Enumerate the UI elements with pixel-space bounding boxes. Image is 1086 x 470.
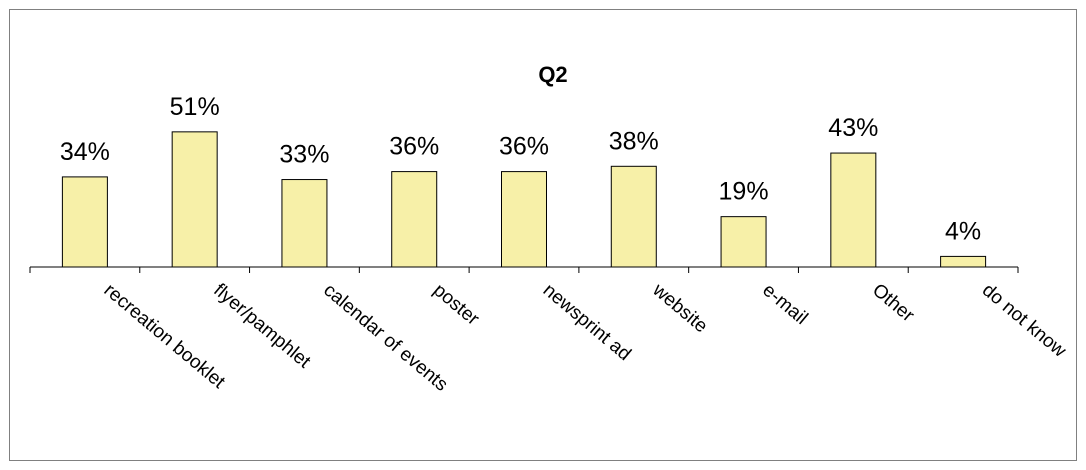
- bar: [62, 177, 107, 267]
- bar: [941, 256, 986, 267]
- x-tick-label: e-mail: [758, 280, 811, 329]
- x-tick-label: website: [648, 279, 712, 337]
- x-tick-label: Other: [868, 280, 918, 327]
- bar: [721, 217, 766, 267]
- bar: [502, 172, 547, 267]
- bar: [392, 172, 437, 267]
- x-tick-label: flyer/pamphlet: [209, 280, 314, 373]
- data-label: 33%: [279, 141, 329, 169]
- data-label: 36%: [499, 133, 549, 161]
- bar: [831, 153, 876, 267]
- x-tick-label: newsprint ad: [539, 280, 635, 365]
- bar: [172, 132, 217, 267]
- bar: [611, 166, 656, 267]
- bar: [282, 180, 327, 267]
- data-label: 4%: [945, 217, 981, 245]
- x-tick-label: do not know: [978, 280, 1070, 362]
- data-label: 19%: [719, 178, 769, 206]
- chart-title: Q2: [538, 62, 567, 87]
- data-label: 38%: [609, 127, 659, 155]
- data-label: 34%: [60, 138, 110, 166]
- data-label: 51%: [170, 93, 220, 121]
- x-tick-label: poster: [429, 280, 483, 330]
- x-tick-label: recreation booklet: [100, 280, 230, 394]
- data-label: 43%: [828, 114, 878, 142]
- data-label: 36%: [389, 133, 439, 161]
- x-axis: [30, 267, 1018, 273]
